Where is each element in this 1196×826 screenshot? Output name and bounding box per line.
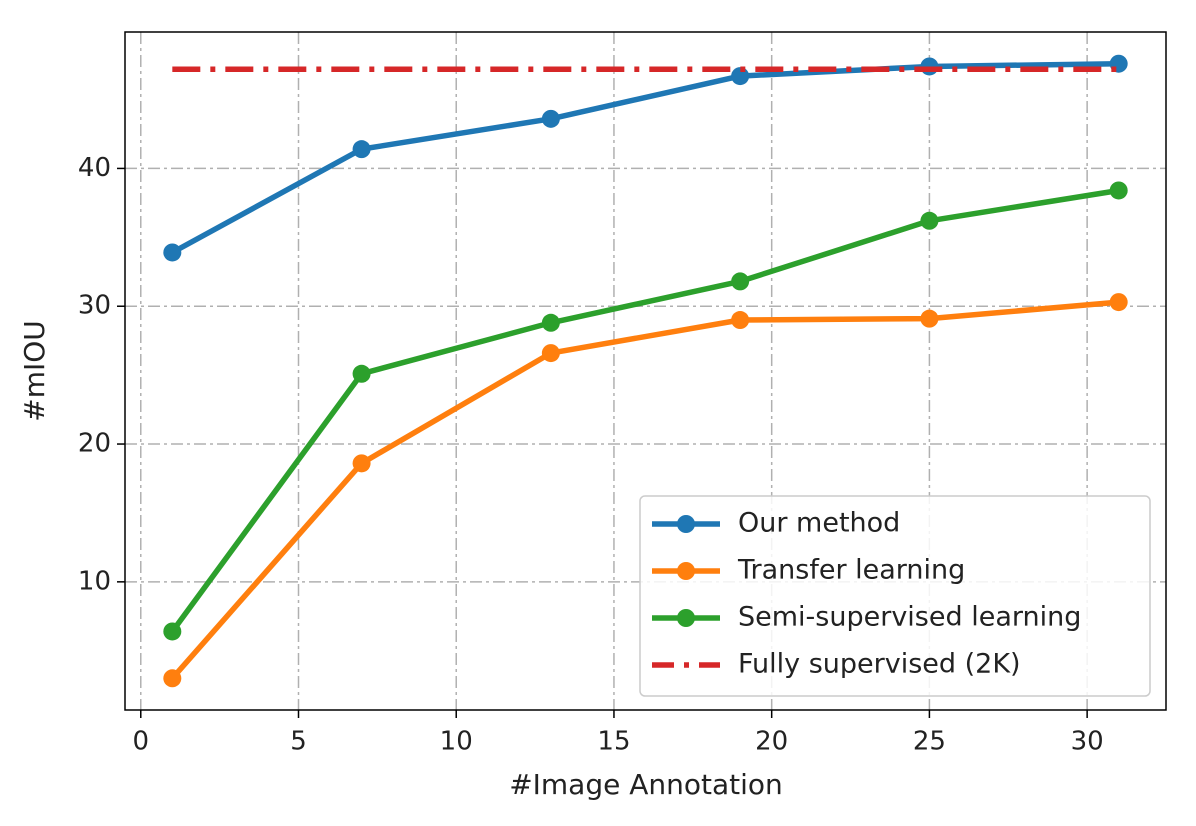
plot-frame [124,31,1167,711]
x-tick-label: 0 [132,727,149,757]
legend-marker [677,562,695,580]
y-tick-label: 30 [78,291,111,321]
data-point [541,109,560,128]
series-line [171,60,1119,255]
legend-label: Transfer learning [737,555,965,586]
legend-label: Fully supervised (2K) [738,649,1021,680]
data-point [352,454,371,473]
data-point [920,309,939,328]
series-line [170,187,1120,634]
data-point [920,57,939,76]
series-line [170,299,1119,681]
y-tick-label: 20 [78,429,111,459]
y-axis-label: #mIOU [18,320,51,422]
legend-label: Semi-supervised learning [738,602,1081,633]
data-point [352,364,371,383]
data-point [1109,181,1128,200]
data-point [352,140,371,159]
y-tick-label: 10 [78,566,111,596]
x-tick-label: 15 [597,727,630,757]
x-tick-label: 10 [440,727,473,757]
x-tick-label: 30 [1071,727,1104,757]
x-tick-label: 20 [755,727,788,757]
data-point [731,67,750,86]
data-point [541,344,560,363]
y-tick-label: 40 [78,153,111,183]
legend-marker [677,515,695,533]
data-point [163,243,182,262]
data-point [731,272,750,291]
x-axis-label: #Image Annotation [509,768,783,801]
legend-marker [677,609,695,627]
data-point [163,622,182,641]
data-point [731,311,750,330]
legend-box [639,495,1151,697]
data-point [163,669,182,688]
x-tick-label: 25 [913,727,946,757]
data-point [541,313,560,332]
x-tick-label: 5 [290,727,307,757]
legend-label: Our method [738,508,900,539]
data-point [920,211,939,230]
data-point [1109,293,1128,312]
